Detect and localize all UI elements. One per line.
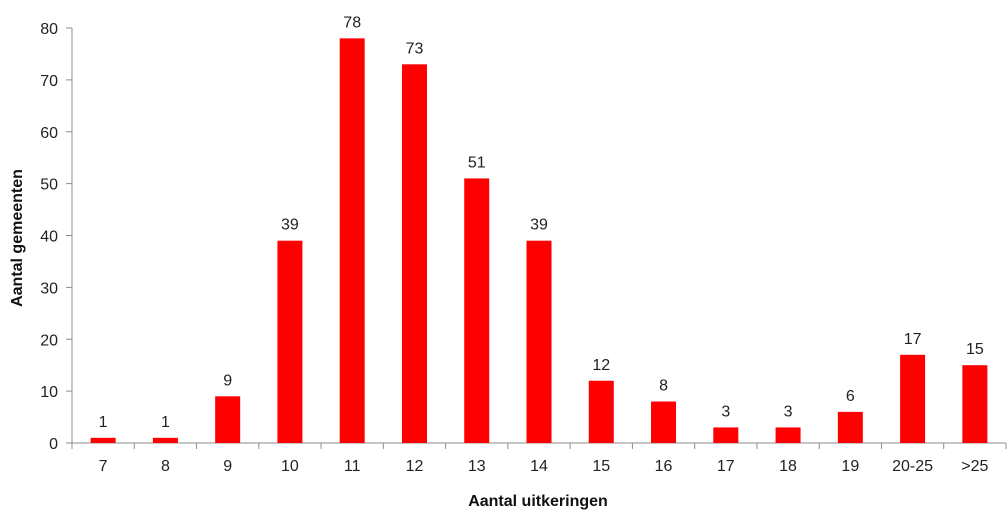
y-tick-label: 60 bbox=[40, 125, 58, 142]
data-labels: 1 1 9 39 78 73 51 39 12 8 3 3 6 17 15 bbox=[99, 14, 984, 430]
bar-15 bbox=[588, 380, 614, 443]
x-tick-label: 16 bbox=[655, 458, 673, 475]
data-label: 8 bbox=[659, 378, 668, 395]
bar-9 bbox=[215, 396, 241, 443]
x-tick-label: >25 bbox=[961, 458, 988, 475]
data-label: 51 bbox=[468, 154, 486, 171]
y-tick-label: 40 bbox=[40, 229, 58, 246]
x-tick-label: 18 bbox=[779, 458, 797, 475]
bars bbox=[90, 38, 988, 443]
x-tick-label: 7 bbox=[99, 458, 108, 475]
x-tick-label: 12 bbox=[406, 458, 424, 475]
bar->25 bbox=[962, 365, 988, 443]
data-label: 78 bbox=[343, 14, 361, 31]
data-label: 6 bbox=[846, 388, 855, 405]
x-tick-label: 8 bbox=[161, 458, 170, 475]
y-tick-label: 0 bbox=[49, 436, 58, 453]
data-label: 1 bbox=[161, 414, 170, 431]
bar-18 bbox=[775, 427, 801, 443]
x-tick-label: 20-25 bbox=[892, 458, 933, 475]
data-label: 3 bbox=[721, 403, 730, 420]
y-axis: 0 10 20 30 40 50 60 70 80 bbox=[40, 21, 73, 453]
bar-16 bbox=[651, 401, 677, 443]
x-axis-title: Aantal uitkeringen bbox=[468, 493, 608, 510]
y-tick-label: 80 bbox=[40, 21, 58, 38]
y-tick-label: 30 bbox=[40, 280, 58, 297]
x-tick-label: 14 bbox=[530, 458, 548, 475]
x-tick-label: 13 bbox=[468, 458, 486, 475]
bar-20-25 bbox=[900, 354, 926, 443]
x-tick-label: 9 bbox=[223, 458, 232, 475]
bar-11 bbox=[339, 38, 365, 443]
bar-7 bbox=[90, 437, 116, 443]
x-axis: 7 8 9 10 11 12 13 14 15 16 17 18 19 20-25 >25 bbox=[71, 442, 1007, 475]
y-tick-label: 70 bbox=[40, 73, 58, 90]
bar-12 bbox=[401, 64, 427, 443]
bar-13 bbox=[464, 178, 490, 443]
bar-17 bbox=[713, 427, 739, 443]
y-tick-label: 20 bbox=[40, 332, 58, 349]
bar-19 bbox=[837, 411, 863, 443]
data-label: 39 bbox=[281, 217, 299, 234]
data-label: 1 bbox=[99, 414, 108, 431]
data-label: 17 bbox=[904, 331, 922, 348]
bar-10 bbox=[277, 240, 303, 443]
bar-8 bbox=[152, 437, 178, 443]
x-tick-label: 19 bbox=[841, 458, 859, 475]
y-tick-label: 50 bbox=[40, 177, 58, 194]
data-label: 39 bbox=[530, 217, 548, 234]
data-label: 73 bbox=[406, 40, 424, 57]
y-tick-label: 10 bbox=[40, 384, 58, 401]
x-tick-label: 10 bbox=[281, 458, 299, 475]
x-tick-label: 11 bbox=[344, 458, 361, 475]
data-label: 15 bbox=[966, 341, 984, 358]
data-label: 12 bbox=[592, 357, 610, 374]
y-axis-title: Aantal gemeenten bbox=[9, 169, 26, 307]
data-label: 9 bbox=[223, 372, 232, 389]
bar-14 bbox=[526, 240, 552, 443]
data-label: 3 bbox=[784, 403, 793, 420]
x-tick-label: 17 bbox=[717, 458, 735, 475]
x-tick-label: 15 bbox=[592, 458, 610, 475]
